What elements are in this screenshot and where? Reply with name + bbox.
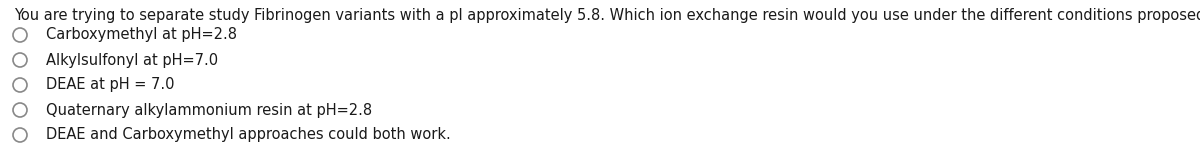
Text: Quaternary alkylammonium resin at pH=2.8: Quaternary alkylammonium resin at pH=2.8 — [46, 102, 372, 118]
Text: DEAE at pH = 7.0: DEAE at pH = 7.0 — [46, 78, 174, 92]
Text: Carboxymethyl at pH=2.8: Carboxymethyl at pH=2.8 — [46, 28, 238, 42]
Text: DEAE and Carboxymethyl approaches could both work.: DEAE and Carboxymethyl approaches could … — [46, 127, 451, 142]
Text: You are trying to separate study Fibrinogen variants with a pl approximately 5.8: You are trying to separate study Fibrino… — [14, 8, 1200, 23]
Text: Alkylsulfonyl at pH=7.0: Alkylsulfonyl at pH=7.0 — [46, 52, 218, 68]
